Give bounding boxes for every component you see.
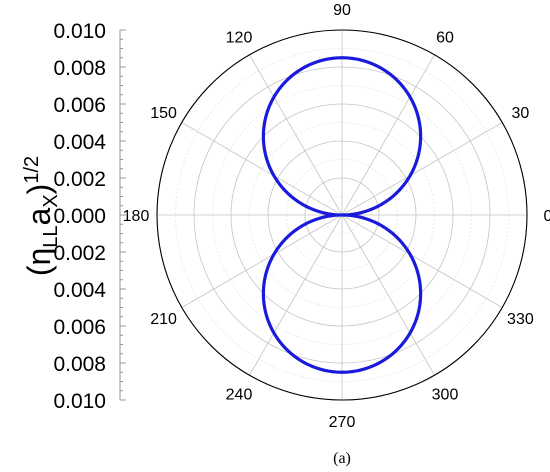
radial-scale: 0.010 0.008 0.006 0.004 0.002 0.000 0.002 0.004… — [53, 20, 126, 413]
radial-tick-label: 0.008 — [53, 57, 106, 80]
y-axis-label: (ηLLaX)1/2 — [21, 156, 62, 276]
radial-tick-label: 0.010 — [53, 20, 106, 43]
angle-tick-label: 240 — [226, 386, 253, 403]
grid-spoke — [181, 214, 343, 308]
y-axis-label-sup: 1/2 — [21, 156, 43, 184]
radial-tick-label: 0.000 — [53, 205, 106, 228]
polar-grid — [156, 29, 528, 401]
grid-spoke — [181, 122, 343, 216]
angle-tick-label: 210 — [150, 311, 177, 328]
grid-spoke — [341, 214, 435, 376]
radial-tick-label: 0.002 — [53, 168, 106, 191]
panel-label: (a) — [333, 450, 351, 467]
y-axis-label-close: ) — [21, 184, 57, 195]
radial-tick-label: 0.004 — [53, 131, 106, 154]
angle-tick-label: 300 — [432, 386, 459, 403]
angle-tick-label: 60 — [436, 30, 454, 47]
grid-spoke — [341, 214, 503, 308]
radial-tick-label: 0.010 — [53, 390, 106, 413]
angle-tick-label: 30 — [512, 105, 530, 122]
grid-spoke — [249, 54, 343, 216]
y-axis-label-mid: a — [21, 207, 57, 225]
y-axis-label-sub1: LL — [40, 225, 62, 247]
angle-tick-label: 120 — [226, 30, 253, 47]
y-axis-label-prefix: (η — [21, 248, 57, 276]
radial-tick-label: 0.006 — [53, 94, 106, 117]
angle-labels: 0 30 60 90 120 150 180 210 240 270 300 330 — [123, 2, 550, 431]
series-line — [261, 56, 423, 374]
y-axis-label-sub2: X — [40, 194, 62, 207]
angle-tick-label: 270 — [329, 414, 356, 431]
radial-tick-label: 0.008 — [53, 353, 106, 376]
angle-tick-label: 0 — [544, 208, 550, 225]
angle-tick-label: 90 — [333, 2, 351, 19]
angle-tick-label: 180 — [123, 208, 150, 225]
outer-ring — [156, 29, 528, 401]
angle-tick-label: 150 — [150, 105, 177, 122]
radial-tick-label: 0.004 — [53, 279, 106, 302]
radial-tick-label: 0.002 — [53, 242, 106, 265]
grid-spoke — [249, 214, 343, 376]
grid-spoke — [341, 122, 503, 216]
series-layer — [261, 56, 423, 374]
angle-tick-label: 330 — [507, 311, 534, 328]
radial-tick-label: 0.006 — [53, 316, 106, 339]
grid-spoke — [341, 54, 435, 216]
